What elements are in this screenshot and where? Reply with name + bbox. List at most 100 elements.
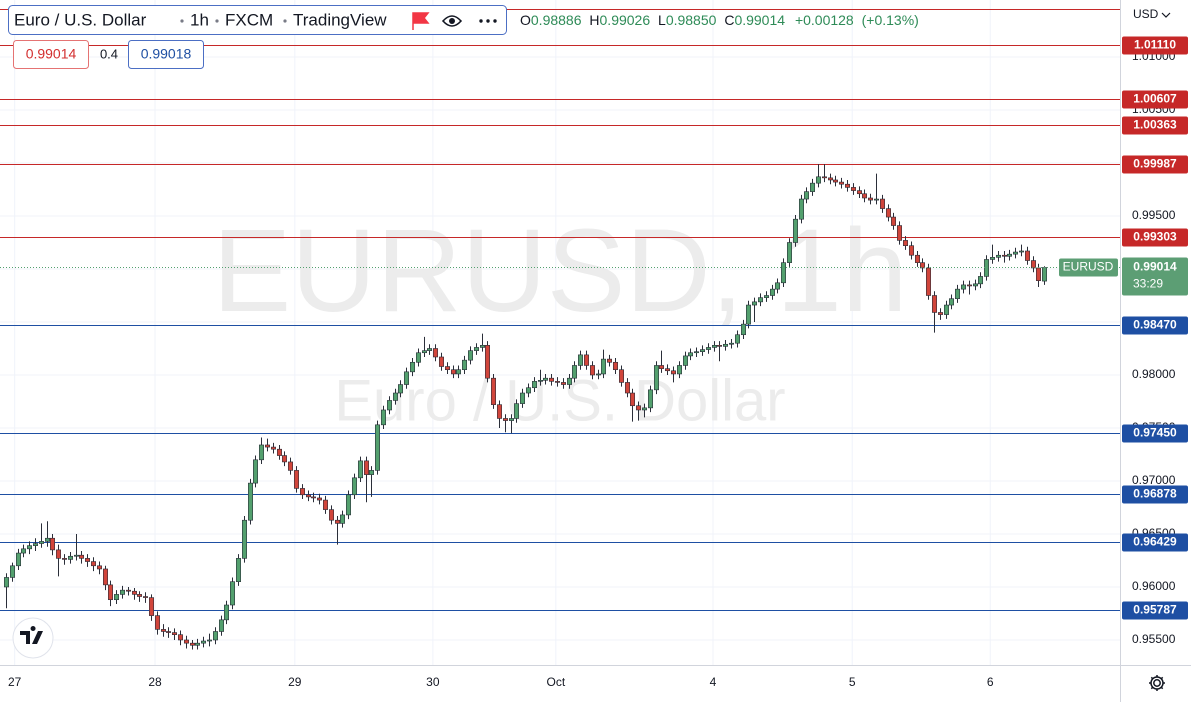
candle-body (236, 558, 242, 582)
candle-body (103, 568, 109, 586)
candle-body (832, 179, 838, 183)
candle-body (270, 446, 276, 450)
candle-body (386, 400, 392, 411)
level-label-bg (1122, 228, 1188, 247)
candle-body (693, 351, 699, 354)
candle-body (368, 470, 374, 475)
level-label-bg (1122, 601, 1188, 620)
candle-body (827, 177, 833, 181)
candle-body (676, 365, 682, 375)
candle-body (316, 497, 322, 501)
currency-dropdown[interactable] (1161, 12, 1171, 18)
price-badge: 0.99014 (1133, 260, 1177, 274)
watermark-description: Euro / U.S. Dollar (334, 368, 785, 433)
level-label: 1.00607 (1133, 92, 1177, 106)
candle-body (409, 361, 415, 373)
candle-body (1012, 251, 1018, 255)
candle-body (798, 198, 804, 220)
candle-body (653, 365, 659, 391)
candle-body (948, 298, 954, 306)
candle-body (769, 288, 775, 296)
interval: 1h (190, 10, 209, 29)
ohlc-value: 0.98886 (531, 12, 582, 28)
level-label: 1.00363 (1133, 118, 1177, 132)
x-tick-label: 27 (8, 675, 22, 689)
candle-body (890, 216, 896, 226)
candle-body (531, 381, 537, 389)
candle-body (548, 377, 554, 382)
symbol-box[interactable] (8, 5, 507, 35)
candle-body (977, 276, 983, 285)
candle-body (201, 640, 207, 644)
candle-body (908, 245, 914, 256)
candle-body (403, 371, 409, 385)
candle-body (711, 345, 717, 348)
candle-body (589, 365, 595, 376)
candle-body (351, 477, 357, 496)
candle-body (1018, 250, 1024, 253)
eye-icon[interactable] (441, 15, 463, 27)
candle-body (426, 348, 432, 351)
ohlc-letter: O (520, 12, 531, 28)
candle-body (26, 545, 32, 550)
candle-body (287, 461, 293, 471)
candle-body (178, 634, 184, 641)
candle-body (276, 448, 282, 456)
candle-body (1025, 250, 1031, 261)
candle-body (792, 218, 798, 243)
currency[interactable]: USD (1133, 7, 1159, 21)
candle-body (856, 190, 862, 195)
candle-body (219, 619, 225, 632)
candle-body (264, 444, 270, 448)
candle-body (68, 555, 74, 560)
change-percent: (+0.13%) (862, 12, 919, 28)
candle-body (281, 455, 287, 463)
price-badge-bg (1122, 257, 1188, 296)
level-label: 0.99987 (1133, 157, 1177, 171)
candle-body (989, 257, 995, 260)
candle-body (705, 347, 711, 350)
candle-body (444, 366, 450, 371)
level-label: 0.99303 (1133, 230, 1177, 244)
candle-body (774, 282, 780, 290)
candle-body (339, 514, 345, 524)
candle-body (172, 632, 178, 635)
candle-body (258, 444, 264, 461)
candle-body (49, 537, 55, 551)
candle-body (253, 459, 259, 484)
candle-body (1001, 254, 1007, 257)
candle-body (937, 312, 943, 315)
candle-body (925, 267, 931, 296)
candle-body (902, 240, 908, 246)
eye-pupil (449, 18, 455, 24)
candle-body (1031, 260, 1037, 269)
sell-box[interactable] (13, 40, 89, 69)
ohlc-letter: C (724, 12, 734, 28)
buy-box[interactable] (128, 40, 204, 69)
candle-body (415, 352, 421, 363)
candle-body (473, 347, 479, 351)
level-label-bg (1122, 485, 1188, 504)
candle-body (299, 488, 305, 496)
candle-body (914, 254, 920, 263)
candle-body (861, 193, 867, 199)
candle-body (821, 176, 827, 179)
candle-body (357, 460, 363, 479)
x-tick-label: 28 (148, 675, 162, 689)
candle-body (224, 604, 230, 621)
settings-icon[interactable] (1149, 675, 1165, 691)
logo-badge[interactable] (12, 617, 54, 659)
candle-body (844, 183, 850, 188)
candle-body (421, 350, 427, 354)
candle-body (213, 631, 219, 641)
separator (283, 19, 287, 23)
flag-icon[interactable] (412, 12, 430, 30)
watermark-symbol: EURUSD, 1h (212, 205, 907, 337)
candle-body (577, 354, 583, 366)
candle-body (751, 301, 757, 306)
candle-body (664, 368, 670, 372)
level-label-bg (1122, 316, 1188, 335)
more-icon[interactable] (479, 19, 497, 23)
candle-body (943, 304, 949, 315)
